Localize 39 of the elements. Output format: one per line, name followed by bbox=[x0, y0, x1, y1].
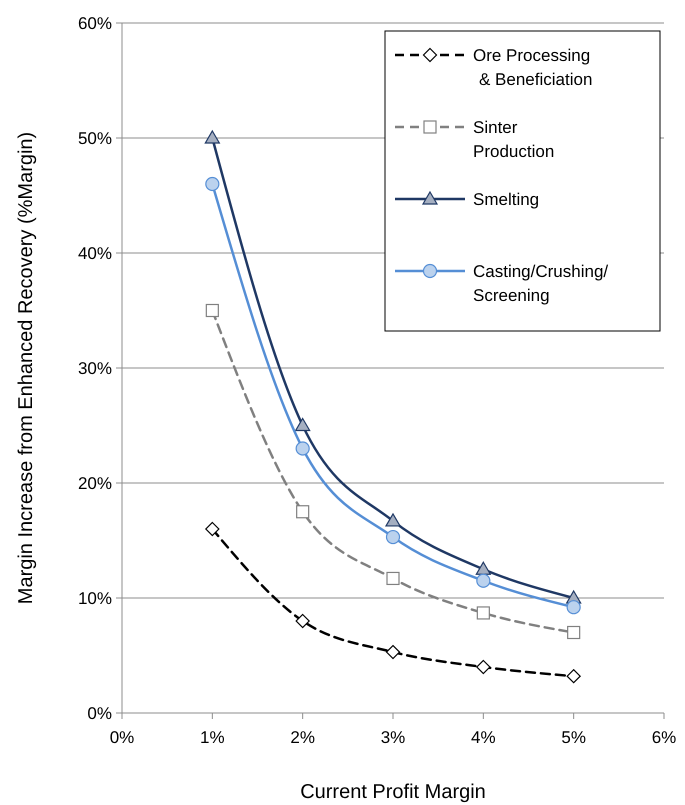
point bbox=[476, 562, 491, 575]
y-tick-label: 40% bbox=[78, 244, 112, 263]
x-axis-title: Current Profit Margin bbox=[300, 781, 486, 803]
y-tick-label: 0% bbox=[87, 704, 112, 723]
legend-label: Smelting bbox=[473, 190, 540, 209]
point bbox=[566, 600, 581, 614]
y-tick-label: 60% bbox=[78, 14, 112, 33]
point bbox=[385, 513, 401, 527]
x-tick-label: 4% bbox=[471, 728, 496, 747]
x-tick-label: 6% bbox=[652, 728, 676, 747]
legend-label: Casting/Crushing/ Screening bbox=[473, 262, 608, 305]
x-tick-label: 5% bbox=[561, 728, 586, 747]
point bbox=[296, 505, 310, 518]
x-tick-label: 1% bbox=[200, 728, 225, 747]
point bbox=[295, 418, 310, 432]
x-tick-label: 0% bbox=[110, 728, 134, 747]
point bbox=[296, 614, 310, 628]
x-tick-label: 3% bbox=[380, 728, 406, 747]
y-tick-label: 20% bbox=[78, 474, 112, 493]
point bbox=[567, 626, 580, 640]
y-tick-label: 30% bbox=[78, 358, 112, 378]
x-tick-label: 2% bbox=[290, 728, 315, 747]
legend-label: Sinter Production bbox=[473, 118, 554, 161]
y-tick-label: 10% bbox=[78, 588, 112, 608]
point bbox=[476, 660, 490, 674]
point bbox=[205, 176, 220, 192]
point bbox=[206, 304, 219, 318]
point bbox=[386, 644, 400, 660]
legend-label: Ore Processing & Beneficiation bbox=[473, 46, 592, 89]
point bbox=[476, 574, 490, 588]
point bbox=[296, 441, 310, 456]
point bbox=[566, 669, 581, 684]
point bbox=[386, 572, 400, 586]
point bbox=[204, 130, 220, 144]
point bbox=[386, 530, 400, 544]
y-axis-title: Margin Increase from Enhanced Recovery (%Margin) bbox=[15, 132, 37, 604]
point bbox=[476, 606, 490, 620]
y-tick-label: 50% bbox=[78, 128, 112, 148]
point bbox=[205, 522, 220, 536]
